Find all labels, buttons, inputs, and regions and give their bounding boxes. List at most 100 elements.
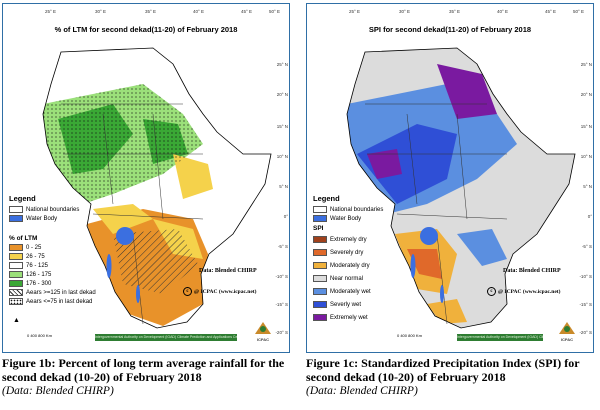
footer-banner: Intergovernmental Authority on Developme… (457, 334, 543, 341)
legend-label: Extremely dry (330, 236, 367, 243)
water-swatch (313, 215, 327, 222)
class-swatch (9, 271, 23, 278)
lon-tick: 45° E (241, 9, 253, 14)
data-source: Data: Blended CHIRP (503, 268, 561, 274)
map-legend: Legend National boundaries Water Body SP… (313, 194, 383, 324)
lon-tick: 40° E (497, 9, 509, 14)
lon-tick: 40° E (193, 9, 205, 14)
legend-label: Extremely wet (330, 314, 368, 321)
north-arrow-icon: ▲ (13, 316, 20, 324)
legend-label: Moderately dry (330, 262, 370, 269)
lon-tick: 35° E (145, 9, 157, 14)
class-swatch (9, 280, 23, 287)
lat-tick: -20° S (275, 330, 288, 335)
ltm-map (42, 47, 272, 329)
map-title: SPI for second dekad(11-20) of February … (368, 25, 532, 34)
legend-subheading: SPI (313, 225, 324, 232)
class-swatch (313, 314, 327, 321)
lon-tick: 50° E (573, 9, 585, 14)
map-legend: Legend National boundaries Water Body % … (9, 194, 96, 306)
copyright-icon: c (487, 287, 496, 296)
lat-tick: -15° S (275, 302, 288, 307)
icpac-logo: ICPAC (241, 320, 285, 342)
legend-heading: Legend (313, 194, 340, 203)
scale-bar: 0 400 800 Km (397, 333, 422, 338)
lon-tick: 35° E (449, 9, 461, 14)
class-swatch (313, 262, 327, 269)
class-swatch (313, 288, 327, 295)
lat-tick: -10° S (579, 274, 592, 279)
class-swatch (9, 262, 23, 269)
caption-text: Figure 1b: Percent of long term average … (2, 356, 285, 384)
class-swatch (313, 275, 327, 282)
figure-caption-right: Figure 1c: Standardized Precipitation In… (306, 356, 596, 398)
lat-tick: 10° N (580, 154, 592, 159)
class-swatch (313, 236, 327, 243)
class-swatch (313, 249, 327, 256)
icpac-logo: ICPAC (545, 320, 589, 342)
dots-swatch (9, 298, 23, 305)
lat-tick: -5° S (277, 244, 288, 249)
legend-label: Severly wet (330, 301, 362, 308)
data-source: Data: Blended CHIRP (199, 268, 257, 274)
caption-source: (Data: Blended CHIRP) (2, 385, 114, 397)
map-title: % of LTM for second dekad(11-20) of Febr… (54, 25, 238, 34)
lat-tick: 10° N (276, 154, 288, 159)
figure-caption-left: Figure 1b: Percent of long term average … (2, 356, 292, 398)
legend-label: Near normal (330, 275, 364, 282)
scale-bar: 0 400 800 Km (27, 333, 52, 338)
lon-tick: 30° E (399, 9, 411, 14)
lat-tick: 0° (587, 214, 592, 219)
lat-tick: 25° N (580, 62, 592, 67)
lon-tick: 45° E (545, 9, 557, 14)
legend-label: Water Body (26, 215, 58, 222)
class-swatch (9, 253, 23, 260)
class-swatch (9, 244, 23, 251)
water-swatch (9, 215, 23, 222)
legend-label: Moderately wet (330, 288, 371, 295)
lat-tick: 20° N (276, 92, 288, 97)
lon-tick: 50° E (269, 9, 281, 14)
legend-label: Water Body (330, 215, 362, 222)
legend-label: 26 - 75 (26, 253, 45, 260)
legend-label: Aears >=125 in last dekad (26, 289, 96, 296)
legend-label: 126 - 175 (26, 271, 52, 278)
lat-tick: 5° N (279, 184, 288, 189)
lat-tick: -15° S (579, 302, 592, 307)
legend-label: 176 - 300 (26, 280, 52, 287)
lat-tick: 0° (283, 214, 288, 219)
copyright-icon: c (183, 287, 192, 296)
lake-victoria (116, 227, 134, 245)
legend-label: Severely dry (330, 249, 364, 256)
lon-tick: 25° E (45, 9, 57, 14)
footer-banner: Intergovernmental Authority on Developme… (95, 334, 237, 341)
credit: c @ ICPAC (www.icpac.net) (487, 287, 560, 296)
boundary-swatch (9, 206, 23, 213)
legend-label: Aears <=75 in last dekad (26, 298, 93, 305)
boundary-swatch (313, 206, 327, 213)
ltm-map-panel: 25° E 30° E 35° E 40° E 45° E 50° E 25° … (2, 3, 290, 353)
caption-source: (Data: Blended CHIRP) (306, 385, 418, 397)
lon-tick: 25° E (349, 9, 361, 14)
lat-tick: 15° N (580, 124, 592, 129)
lake-victoria (420, 227, 438, 245)
class-swatch (313, 301, 327, 308)
lat-tick: -20° S (579, 330, 592, 335)
lat-tick: -5° S (581, 244, 592, 249)
hatch-swatch (9, 289, 23, 296)
lat-tick: -10° S (275, 274, 288, 279)
legend-label: National boundaries (26, 206, 80, 213)
lat-tick: 25° N (276, 62, 288, 67)
legend-label: National boundaries (330, 206, 384, 213)
credit: c @ ICPAC (www.icpac.net) (183, 287, 256, 296)
caption-text: Figure 1c: Standardized Precipitation In… (306, 356, 580, 384)
legend-label: 76 - 125 (26, 262, 49, 269)
lat-tick: 20° N (580, 92, 592, 97)
spi-map (346, 47, 576, 329)
legend-subheading: % of LTM (9, 235, 38, 242)
legend-heading: Legend (9, 194, 36, 203)
lat-tick: 15° N (276, 124, 288, 129)
legend-label: 0 - 25 (26, 244, 42, 251)
lat-tick: 5° N (583, 184, 592, 189)
lon-tick: 30° E (95, 9, 107, 14)
